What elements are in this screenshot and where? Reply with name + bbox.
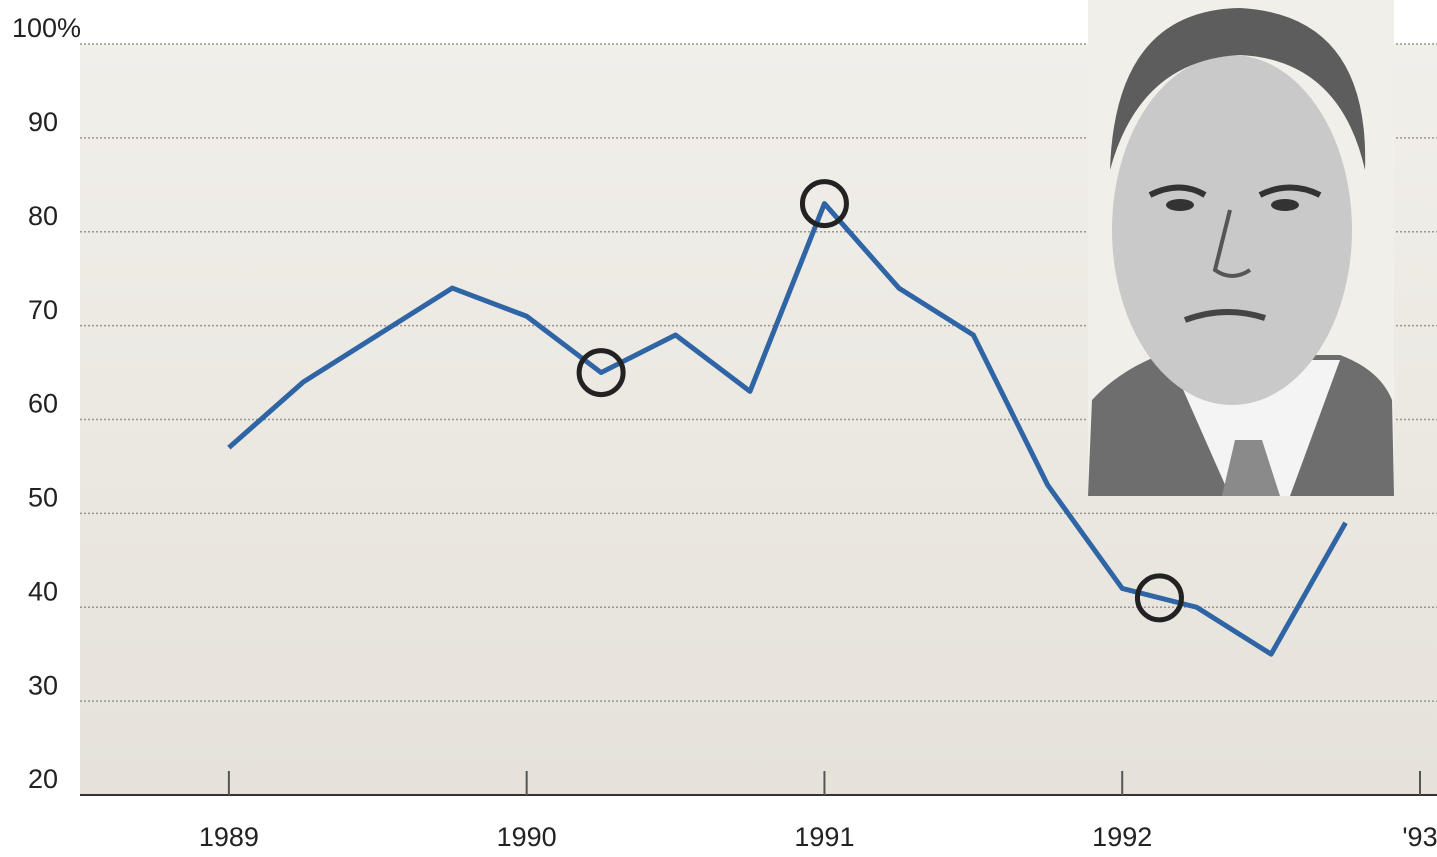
y-tick-label: 50 [28,483,58,513]
highlight-ring [799,179,849,229]
x-tick-label: 1989 [199,822,259,852]
data-line [227,201,1348,657]
y-tick-label: 100% [12,13,81,43]
highlight-ring [1134,573,1184,623]
y-tick-label: 60 [28,389,58,419]
y-tick-label: 40 [28,576,58,606]
y-tick-label: 20 [28,764,58,794]
x-tick-label: 1992 [1092,822,1152,852]
y-tick-label: 90 [28,107,58,137]
x-tick-label: '93 [1402,822,1437,852]
y-tick-label: 30 [28,670,58,700]
y-tick-label: 80 [28,201,58,231]
highlight-ring [576,348,626,398]
x-tick-label: 1990 [497,822,557,852]
y-tick-label: 70 [28,295,58,325]
x-tick-label: 1991 [794,822,854,852]
portrait [1088,0,1394,496]
